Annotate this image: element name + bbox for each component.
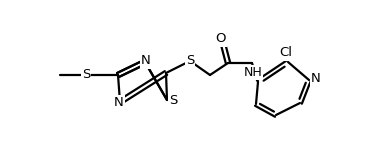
Text: N: N (141, 54, 151, 67)
Text: O: O (216, 33, 226, 46)
Text: N: N (114, 97, 124, 110)
Text: N: N (311, 73, 321, 86)
Text: S: S (82, 68, 90, 81)
Text: NH: NH (244, 66, 262, 79)
Text: Cl: Cl (279, 46, 293, 60)
Text: S: S (186, 53, 194, 66)
Text: S: S (169, 94, 177, 107)
